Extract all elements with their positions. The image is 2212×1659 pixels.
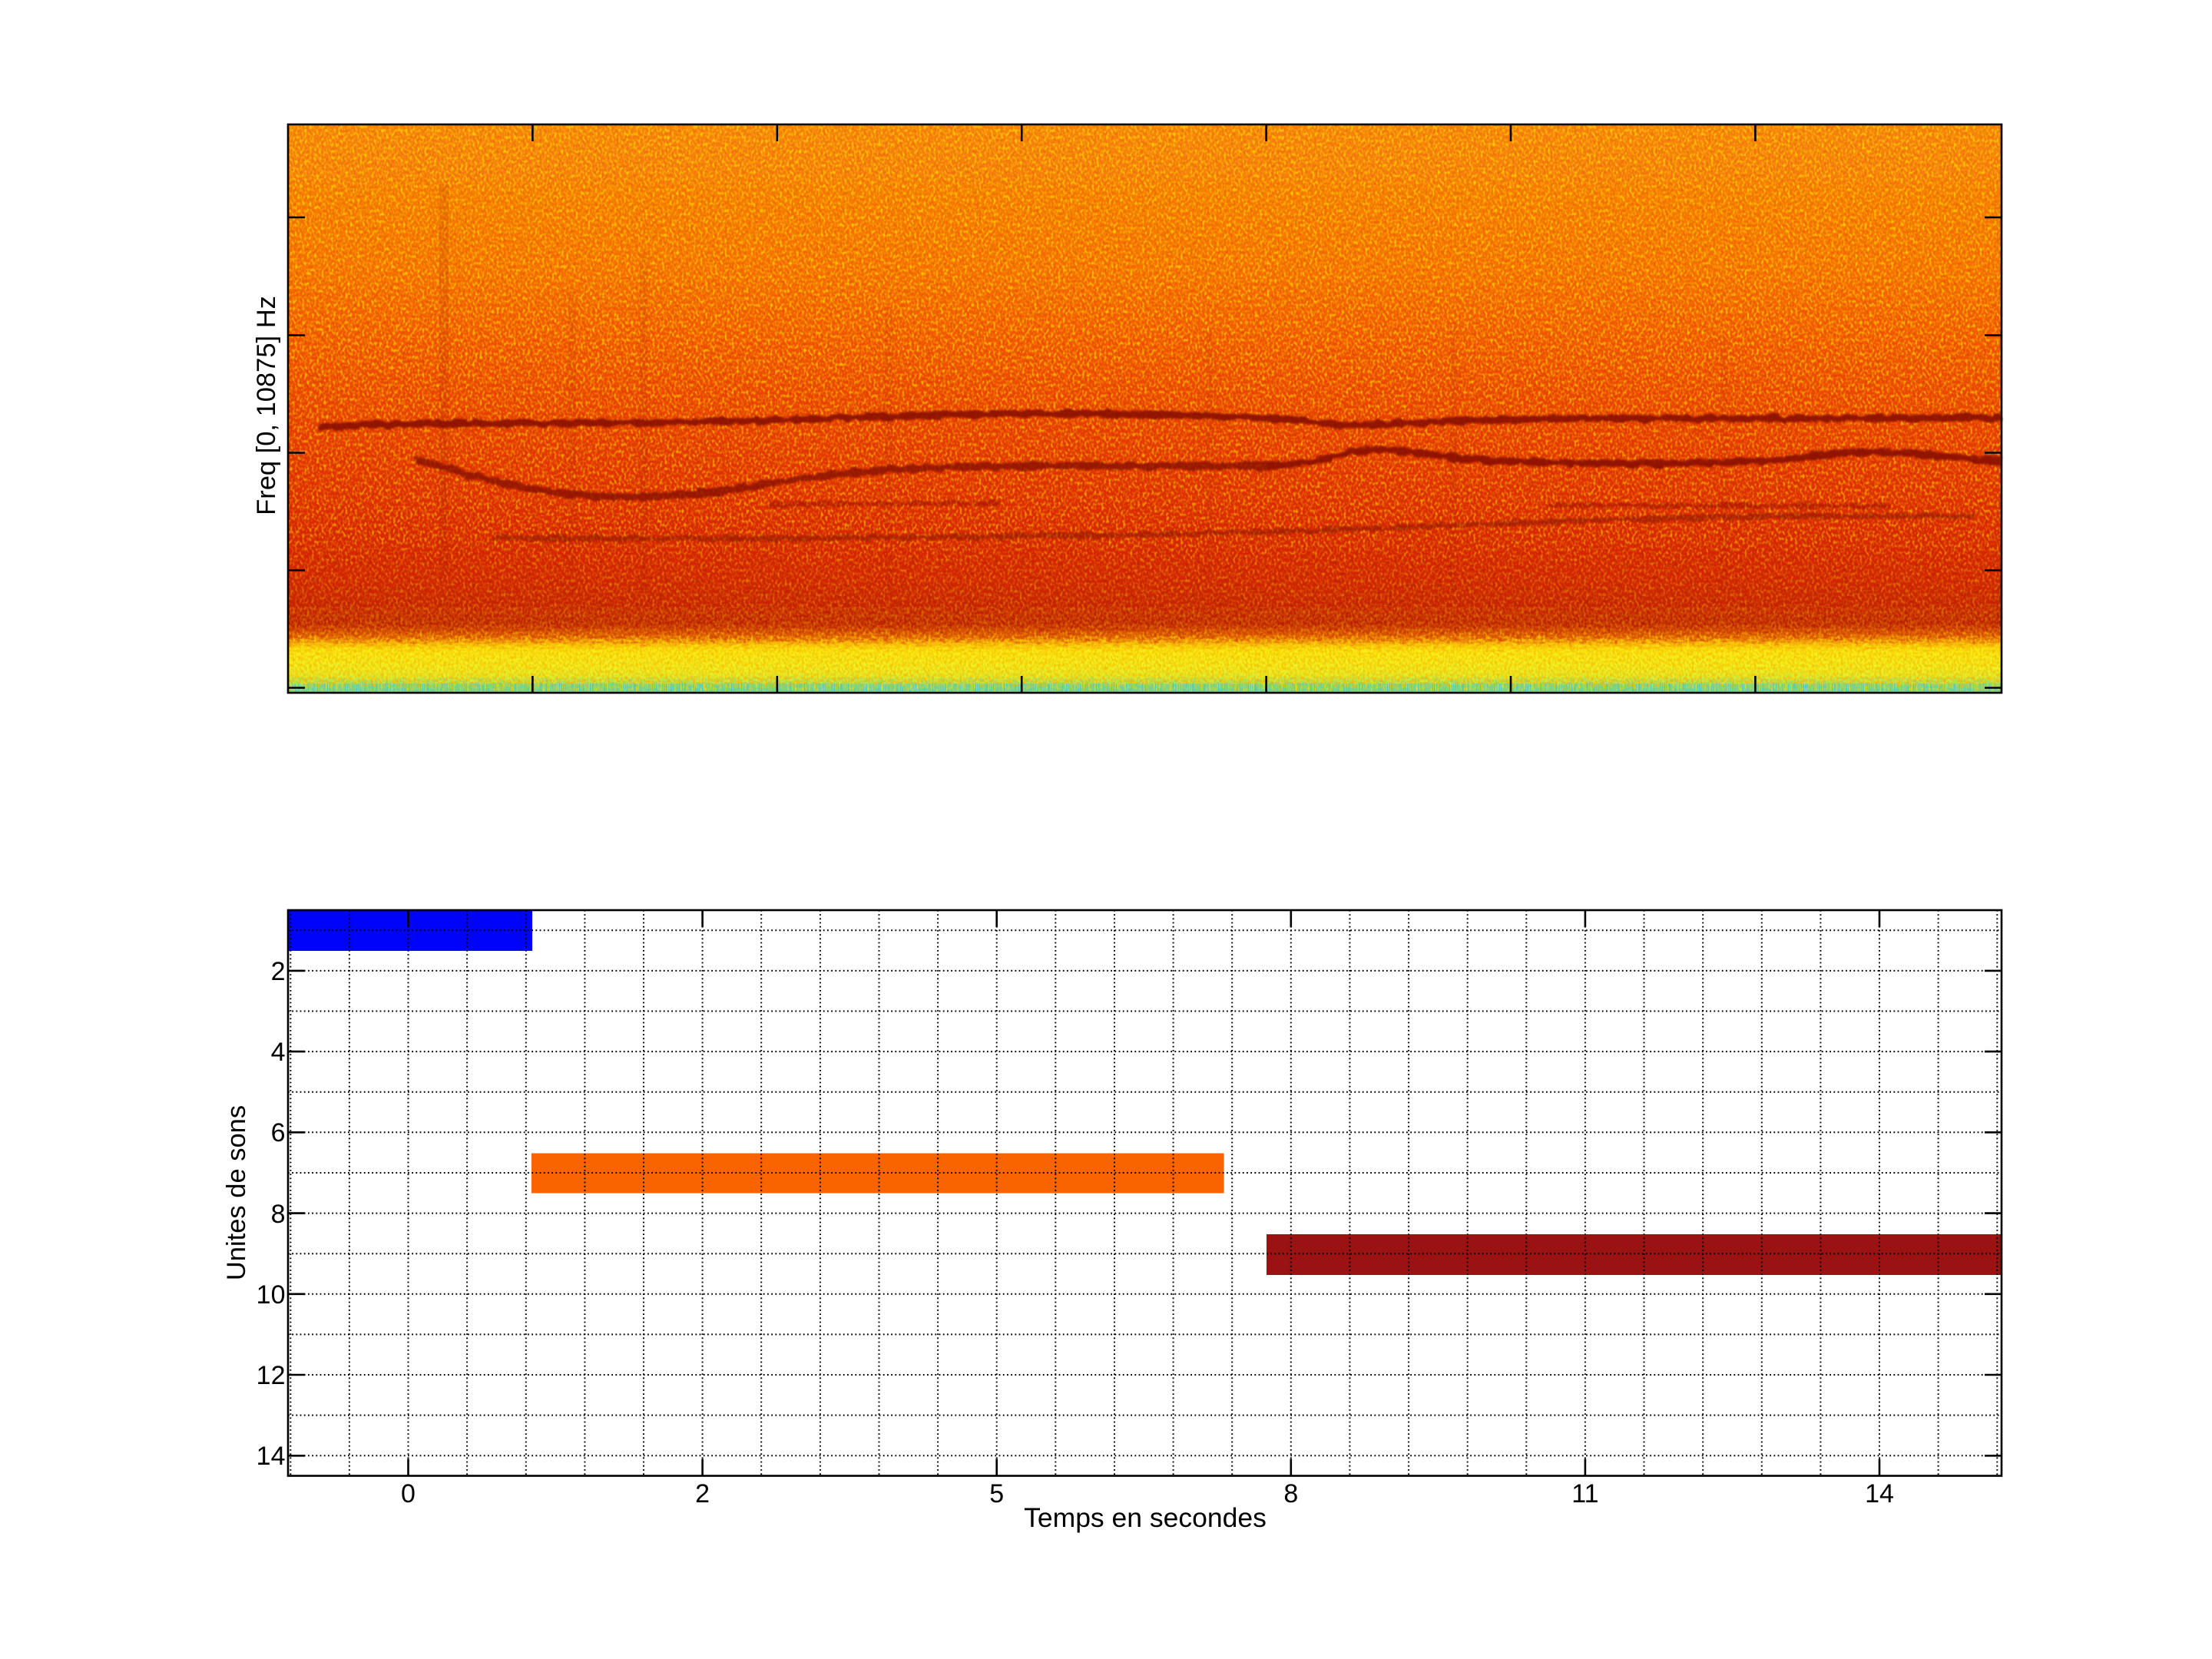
- svg-text:12: 12: [257, 1361, 286, 1390]
- svg-text:8: 8: [271, 1200, 286, 1229]
- svg-text:Temps en secondes: Temps en secondes: [1024, 1502, 1267, 1533]
- svg-text:11: 11: [1571, 1479, 1598, 1508]
- svg-text:10: 10: [257, 1280, 286, 1310]
- svg-text:8: 8: [1283, 1479, 1298, 1508]
- svg-text:6: 6: [271, 1118, 286, 1147]
- svg-text:2: 2: [271, 957, 286, 986]
- svg-text:4: 4: [271, 1038, 286, 1067]
- svg-text:Freq [0, 10875] Hz: Freq [0, 10875] Hz: [252, 296, 281, 515]
- svg-text:5: 5: [989, 1479, 1004, 1508]
- svg-text:14: 14: [1865, 1479, 1894, 1508]
- svg-text:0: 0: [401, 1479, 416, 1508]
- svg-text:Unites de sons: Unites de sons: [222, 1105, 251, 1280]
- svg-text:2: 2: [695, 1479, 710, 1508]
- svg-text:14: 14: [257, 1442, 286, 1471]
